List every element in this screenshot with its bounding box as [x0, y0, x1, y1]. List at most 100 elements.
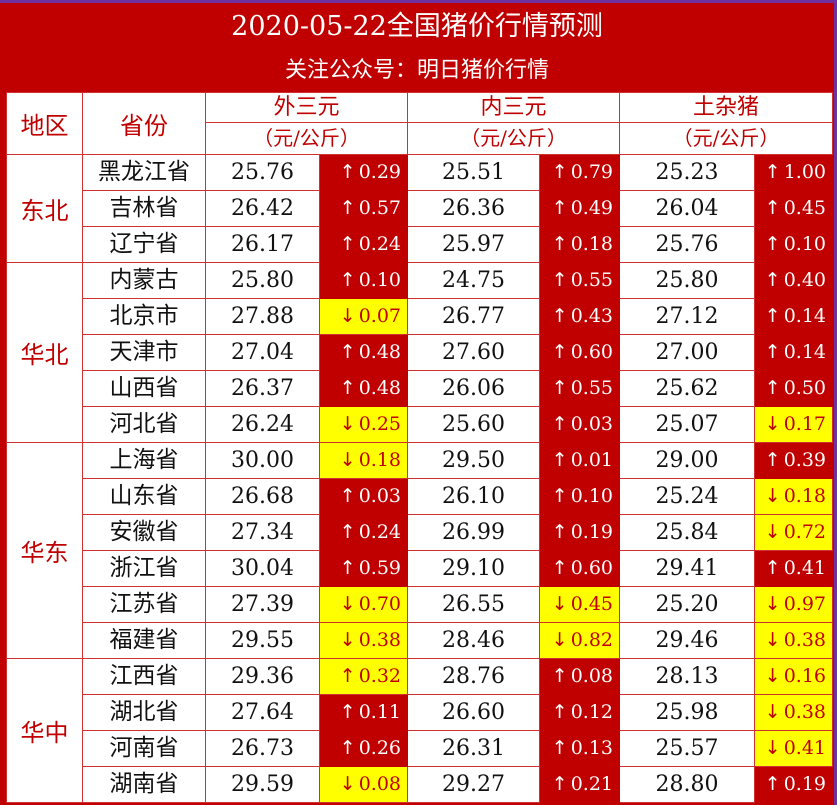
price-value: 26.55: [407, 586, 540, 623]
price-value: 29.36: [205, 658, 320, 695]
change-amount: 0.03: [570, 413, 613, 435]
price-value: 25.23: [619, 154, 755, 191]
table-row: 辽宁省 26.17 ↑ 0.24 25.97 ↑ 0.18 25.76 ↑ 0.10: [7, 226, 833, 263]
change-amount: 0.41: [783, 737, 826, 759]
price-value: 25.80: [205, 262, 320, 299]
arrow-up-icon: ↑: [551, 665, 568, 687]
province-name: 湖南省: [82, 766, 206, 803]
table-row: 北京市 27.88 ↓ 0.07 26.77 ↑ 0.43 27.12 ↑ 0.14: [7, 298, 833, 335]
price-value: 25.97: [407, 226, 540, 263]
change-amount: 0.40: [783, 269, 826, 291]
change-value: ↑ 0.55: [539, 370, 620, 407]
arrow-down-icon: ↓: [339, 305, 356, 327]
change-value: ↑ 1.00: [754, 154, 833, 191]
change-value: ↓ 0.72: [754, 514, 833, 551]
price-value: 25.84: [619, 514, 755, 551]
arrow-up-icon: ↑: [551, 737, 568, 759]
table-row: 江苏省 27.39 ↓ 0.70 26.55 ↓ 0.45 25.20 ↓ 0.97: [7, 586, 833, 623]
change-amount: 0.16: [783, 665, 826, 687]
change-amount: 0.60: [570, 341, 613, 363]
price-value: 24.75: [407, 262, 540, 299]
arrow-up-icon: ↑: [764, 269, 781, 291]
arrow-up-icon: ↑: [339, 233, 356, 255]
price-value: 26.77: [407, 298, 540, 335]
region-label: 华中: [6, 658, 83, 803]
change-amount: 0.19: [570, 521, 613, 543]
change-amount: 0.10: [783, 233, 826, 255]
change-value: ↑ 0.12: [539, 694, 620, 731]
province-name: 河北省: [82, 406, 206, 443]
arrow-down-icon: ↓: [764, 521, 781, 543]
change-amount: 0.08: [570, 665, 613, 687]
price-value: 26.42: [205, 190, 320, 227]
change-amount: 0.03: [358, 485, 401, 507]
arrow-up-icon: ↑: [339, 701, 356, 723]
change-value: ↑ 0.13: [539, 730, 620, 767]
arrow-up-icon: ↑: [551, 305, 568, 327]
change-value: ↑ 0.50: [754, 370, 833, 407]
price-value: 29.10: [407, 550, 540, 587]
header-unit: （元/公斤）: [619, 122, 833, 155]
change-amount: 0.11: [358, 701, 401, 723]
change-value: ↑ 0.79: [539, 154, 620, 191]
price-value: 28.80: [619, 766, 755, 803]
price-value: 29.50: [407, 442, 540, 479]
price-value: 25.98: [619, 694, 755, 731]
arrow-down-icon: ↓: [764, 701, 781, 723]
table-row: 福建省 29.55 ↓ 0.38 28.46 ↓ 0.82 29.46 ↓ 0.38: [7, 622, 833, 659]
price-value: 25.24: [619, 478, 755, 515]
province-name: 上海省: [82, 442, 206, 479]
province-name: 浙江省: [82, 550, 206, 587]
arrow-down-icon: ↓: [551, 593, 568, 615]
change-value: ↓ 0.16: [754, 658, 833, 695]
province-name: 江西省: [82, 658, 206, 695]
change-value: ↑ 0.19: [539, 514, 620, 551]
change-amount: 0.39: [783, 449, 826, 471]
arrow-up-icon: ↑: [551, 269, 568, 291]
arrow-up-icon: ↑: [764, 341, 781, 363]
change-value: ↓ 0.07: [319, 298, 408, 335]
change-value: ↓ 0.17: [754, 406, 833, 443]
change-value: ↑ 0.10: [539, 478, 620, 515]
arrow-up-icon: ↑: [339, 665, 356, 687]
region-label: 华北: [6, 262, 83, 443]
change-amount: 0.10: [570, 485, 613, 507]
arrow-up-icon: ↑: [551, 413, 568, 435]
change-value: ↓ 0.41: [754, 730, 833, 767]
change-amount: 0.24: [358, 233, 401, 255]
change-value: ↑ 0.57: [319, 190, 408, 227]
province-name: 黑龙江省: [82, 154, 206, 191]
arrow-up-icon: ↑: [339, 269, 356, 291]
price-value: 27.12: [619, 298, 755, 335]
change-value: ↑ 0.45: [754, 190, 833, 227]
table-row: 华中 江西省 29.36 ↑ 0.32 28.76 ↑ 0.08 28.13 ↓ 0.16: [6, 658, 833, 803]
arrow-up-icon: ↑: [764, 233, 781, 255]
price-value: 26.04: [619, 190, 755, 227]
change-value: ↓ 0.38: [754, 694, 833, 731]
change-value: ↑ 0.48: [319, 334, 408, 371]
price-value: 25.76: [619, 226, 755, 263]
change-value: ↑ 0.55: [539, 262, 620, 299]
price-value: 29.00: [619, 442, 755, 479]
arrow-up-icon: ↑: [551, 485, 568, 507]
price-value: 27.60: [407, 334, 540, 371]
change-amount: 0.49: [570, 197, 613, 219]
change-amount: 0.59: [358, 557, 401, 579]
price-value: 28.13: [619, 658, 755, 695]
arrow-up-icon: ↑: [764, 449, 781, 471]
change-value: ↑ 0.14: [754, 298, 833, 335]
header-unit: （元/公斤）: [205, 122, 408, 155]
change-value: ↑ 0.60: [539, 550, 620, 587]
price-value: 28.76: [407, 658, 540, 695]
table-row: 天津市 27.04 ↑ 0.48 27.60 ↑ 0.60 27.00 ↑ 0.14: [7, 334, 833, 371]
arrow-down-icon: ↓: [764, 485, 781, 507]
header-province: 省份: [82, 92, 206, 155]
change-amount: 0.70: [358, 593, 401, 615]
price-value: 30.04: [205, 550, 320, 587]
province-name: 湖北省: [82, 694, 206, 731]
price-value: 26.36: [407, 190, 540, 227]
price-value: 25.62: [619, 370, 755, 407]
header-type-1: 外三元: [205, 92, 408, 123]
province-name: 天津市: [82, 334, 206, 371]
province-name: 江苏省: [82, 586, 206, 623]
